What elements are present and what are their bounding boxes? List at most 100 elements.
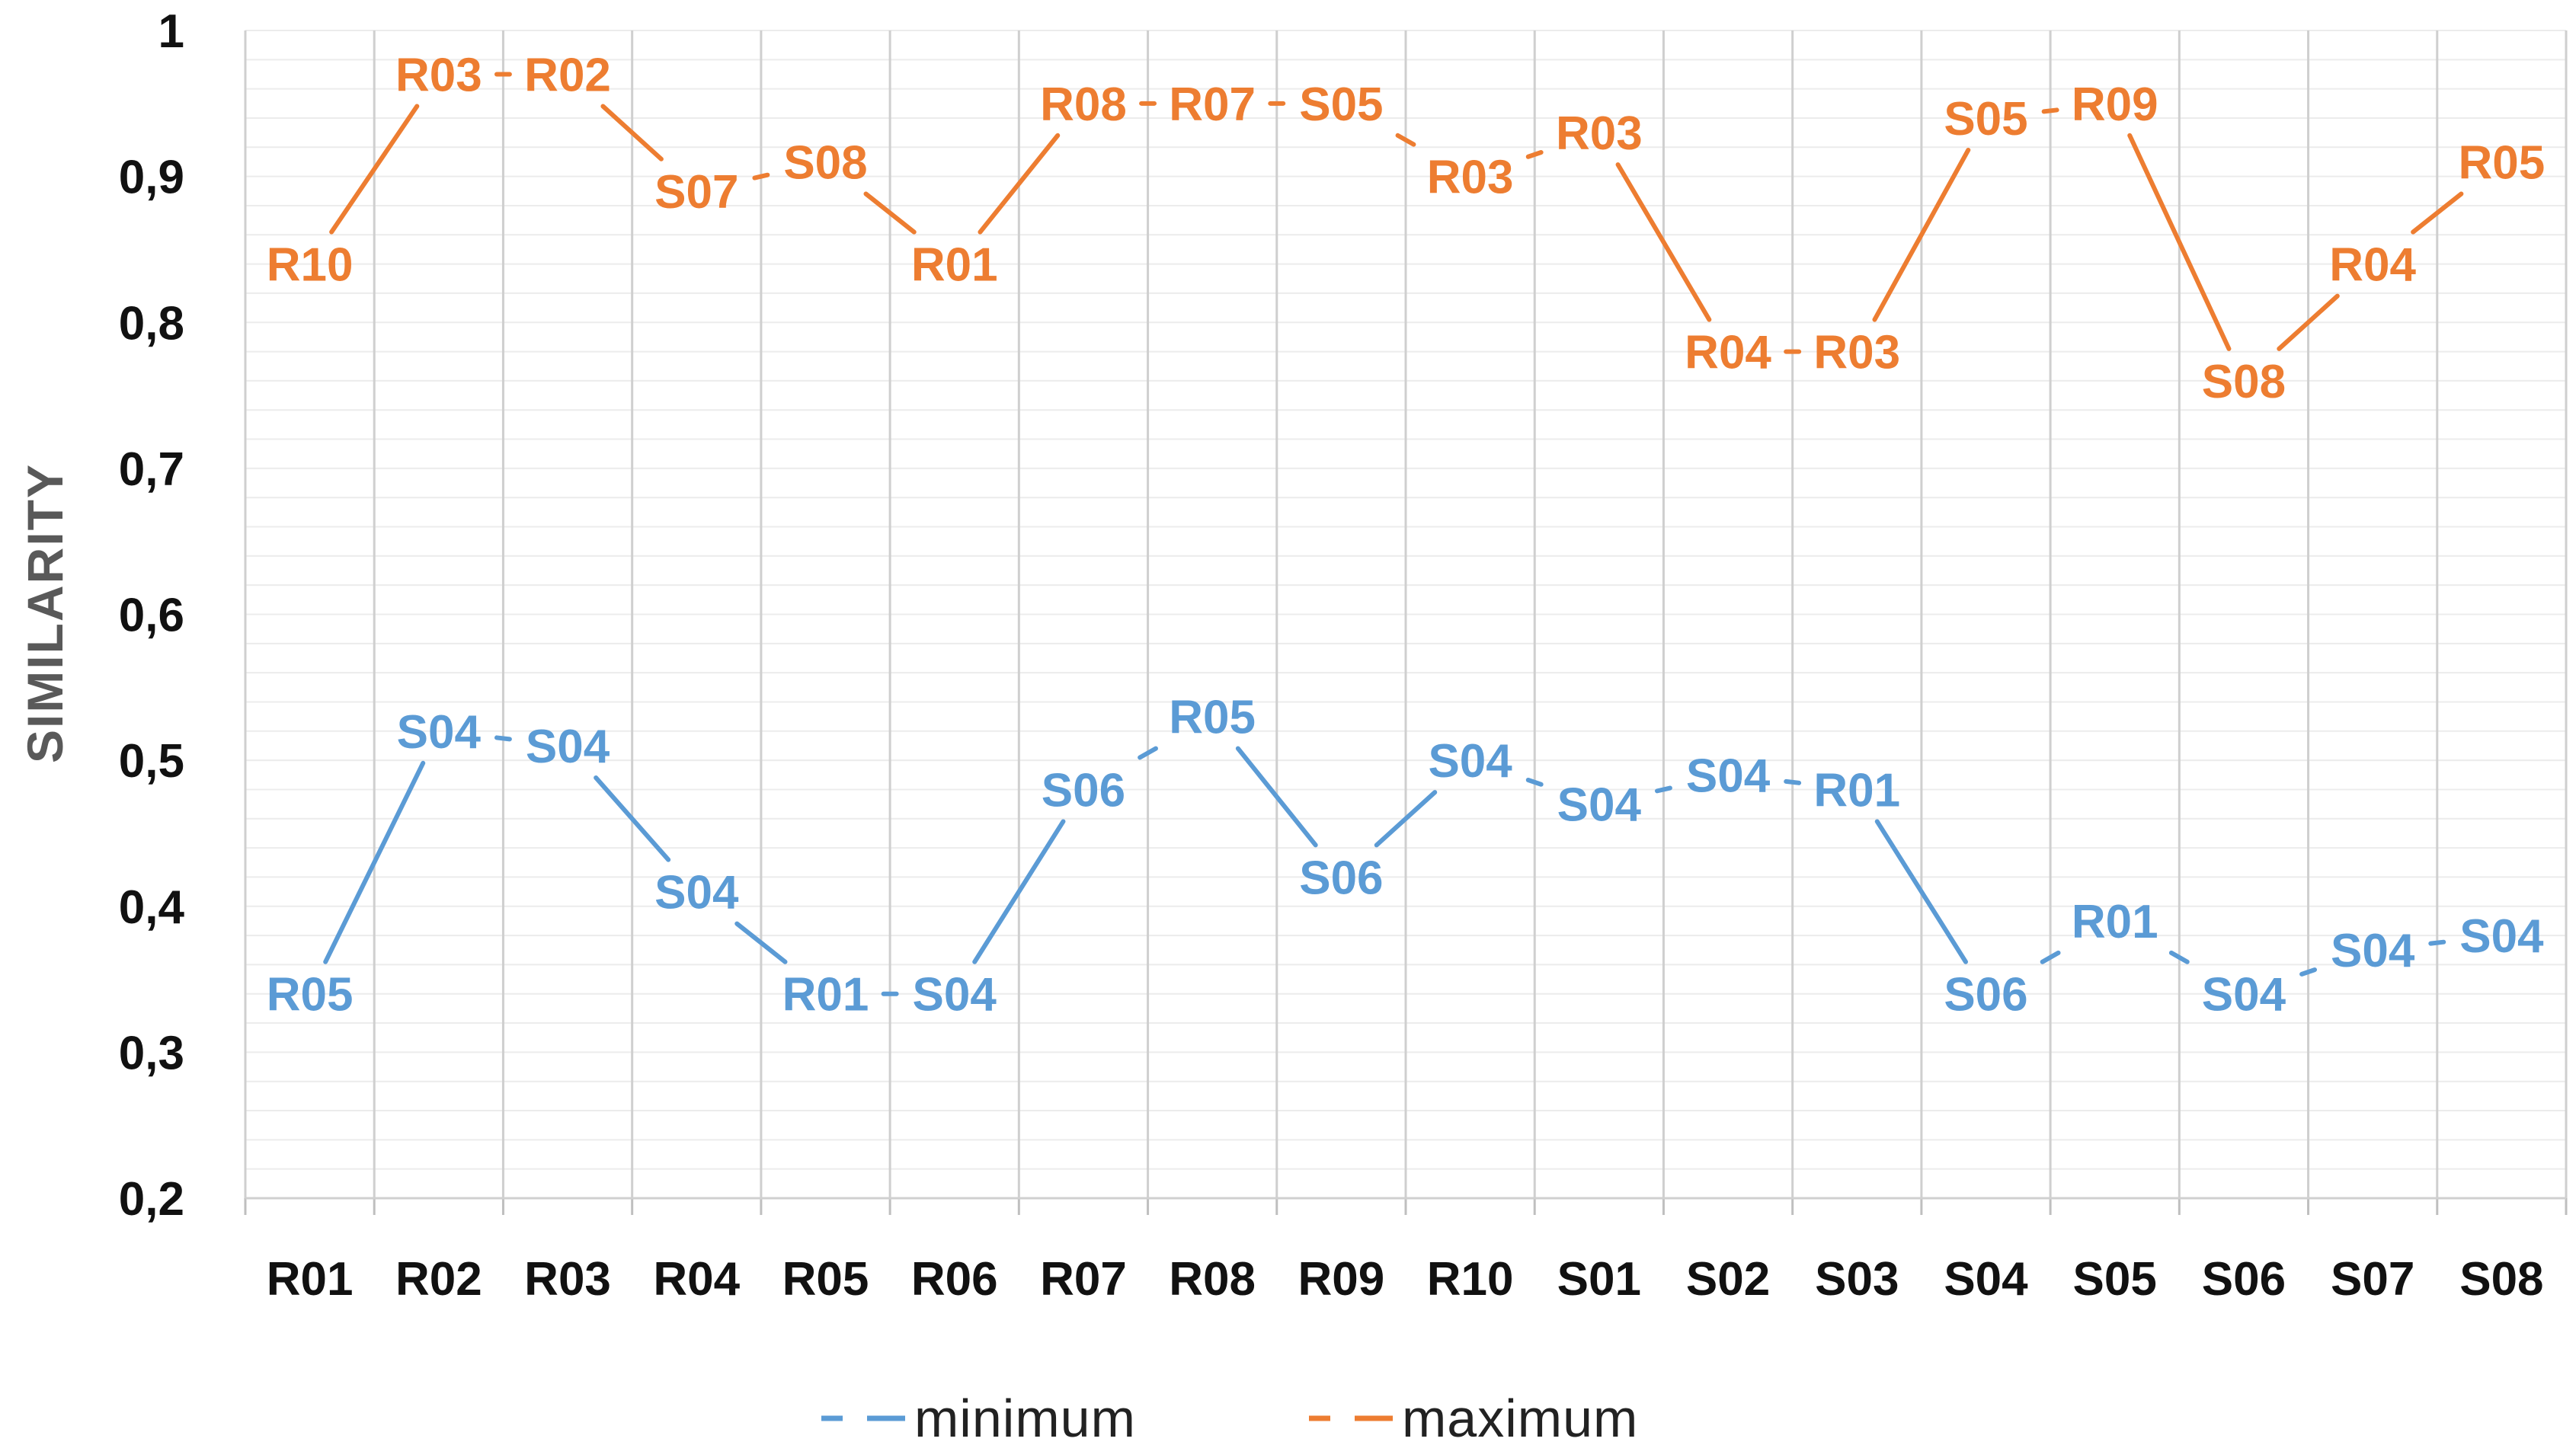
series-line-segment — [2168, 950, 2190, 964]
data-label: S07 — [654, 166, 738, 219]
x-tick-label: R07 — [1040, 1253, 1127, 1306]
series-line-segment — [494, 735, 512, 742]
series-line-segment — [329, 104, 420, 235]
series-line-segment — [1374, 790, 1438, 848]
x-tick-label: S01 — [1557, 1253, 1641, 1306]
y-tick-label: 0,7 — [119, 443, 184, 496]
data-label: S04 — [2331, 925, 2415, 977]
x-tick-label: S06 — [2202, 1253, 2286, 1306]
data-label: R04 — [1685, 327, 1771, 379]
data-label: R01 — [1813, 764, 1900, 817]
legend-label: minimum — [914, 1389, 1136, 1445]
data-label: R03 — [1556, 107, 1643, 160]
series-line-segment — [1138, 746, 1158, 760]
x-tick-label: S07 — [2331, 1253, 2414, 1306]
data-label: R09 — [2072, 78, 2158, 131]
series-line-segment — [972, 819, 1066, 964]
series-line-segment — [1395, 133, 1416, 147]
x-tick-label: R06 — [911, 1253, 998, 1306]
y-tick-label: 0,8 — [119, 297, 184, 350]
series-line-segment — [1235, 746, 1318, 848]
data-label: R01 — [2072, 896, 2158, 948]
data-label: S06 — [1944, 969, 2027, 1021]
x-axis: R01 R02 R03 R04 R05 R06 R07 R08 R09 R10 S01 S02 S03 S… — [267, 1253, 2544, 1306]
x-tick-label: R03 — [524, 1253, 611, 1306]
data-label: S04 — [654, 867, 739, 919]
data-label: R01 — [782, 969, 869, 1021]
data-label: S04 — [2202, 969, 2286, 1021]
x-tick-label: R02 — [395, 1253, 482, 1306]
x-tick-label: S03 — [1815, 1253, 1899, 1306]
data-label: R08 — [1040, 78, 1127, 131]
x-tick-label: S02 — [1686, 1253, 1770, 1306]
data-label: R07 — [1169, 78, 1256, 131]
data-label: S08 — [2202, 356, 2286, 408]
x-tick-label: R05 — [782, 1253, 869, 1306]
series-line-segment — [1615, 162, 1712, 322]
legend-item-maximum: maximum — [1309, 1389, 1638, 1445]
series-line-segment — [1874, 819, 1969, 964]
data-label: R05 — [267, 969, 354, 1021]
y-tick-label: 0,2 — [119, 1173, 184, 1226]
x-tick-label: R01 — [267, 1253, 354, 1306]
series-line-segment — [2428, 939, 2446, 946]
legend: minimum maximum — [821, 1389, 1638, 1445]
series-maximum: R10 R03 R02 S07 S08 R01 R08 R07 S05 R03 R03 R04 R03 S… — [267, 49, 2546, 408]
data-label: S04 — [397, 706, 482, 759]
data-label: S06 — [1042, 764, 1125, 817]
data-label: R05 — [1169, 692, 1256, 744]
series-line-segment — [2299, 967, 2318, 977]
series-line-segment — [978, 133, 1061, 235]
data-label: S05 — [1299, 78, 1383, 131]
data-label: R02 — [524, 49, 611, 101]
series-line-segment — [1525, 150, 1544, 159]
series-line-segment — [2040, 950, 2061, 964]
series-line-segment — [1784, 778, 1802, 785]
data-label: S04 — [2459, 910, 2544, 963]
data-label: S08 — [783, 136, 867, 189]
grid-layer — [244, 30, 2568, 1215]
series-line-segment — [600, 104, 664, 161]
y-axis-title: SIMILARITY — [17, 463, 73, 763]
data-label: S06 — [1299, 852, 1383, 904]
x-tick-label: R10 — [1427, 1253, 1514, 1306]
x-tick-label: S08 — [2459, 1253, 2543, 1306]
y-tick-label: 0,3 — [119, 1027, 184, 1079]
data-label: S04 — [526, 721, 610, 773]
series-line-segment — [752, 172, 770, 181]
y-tick-label: 0,6 — [119, 590, 184, 642]
series-line-segment — [1654, 785, 1672, 794]
series-line-segment — [323, 760, 426, 964]
series-line-segment — [2411, 191, 2464, 235]
y-tick-label: 0,5 — [119, 735, 184, 788]
data-label: S04 — [1686, 750, 1771, 802]
y-tick-label: 1 — [158, 5, 184, 58]
data-label: S04 — [1428, 735, 1512, 788]
series-minimum: R05 S04 S04 S04 R01 S04 S06 R05 S06 S04 S04 S04 R01 S… — [267, 692, 2544, 1021]
x-tick-label: R08 — [1169, 1253, 1256, 1306]
data-label: R01 — [911, 239, 998, 292]
data-label: R03 — [1427, 152, 1514, 204]
x-tick-label: R09 — [1298, 1253, 1385, 1306]
data-label: R03 — [1813, 327, 1900, 379]
series-line-segment — [863, 191, 917, 235]
series-line-segment — [594, 775, 671, 862]
x-tick-label: S05 — [2073, 1253, 2157, 1306]
y-tick-label: 0,9 — [119, 152, 184, 204]
series-line-segment — [2127, 133, 2232, 351]
y-tick-label: 0,4 — [119, 881, 185, 934]
data-label: R10 — [267, 239, 354, 292]
data-label: R04 — [2329, 239, 2416, 292]
legend-item-minimum: minimum — [821, 1389, 1136, 1445]
series-line-segment — [2041, 107, 2059, 114]
series-line-segment — [734, 921, 788, 964]
series-line-segment — [2277, 293, 2340, 351]
series-layer: R05 S04 S04 S04 R01 S04 S06 R05 S06 S04 S04 S04 R01 S… — [267, 49, 2546, 1021]
x-tick-label: S04 — [1944, 1253, 2028, 1306]
legend-label: maximum — [1402, 1389, 1638, 1445]
data-label: S04 — [1557, 779, 1642, 832]
data-label: R05 — [2459, 136, 2546, 189]
y-axis: 0,2 0,3 0,4 0,5 0,6 0,7 0,8 0,9 1 — [119, 5, 185, 1226]
